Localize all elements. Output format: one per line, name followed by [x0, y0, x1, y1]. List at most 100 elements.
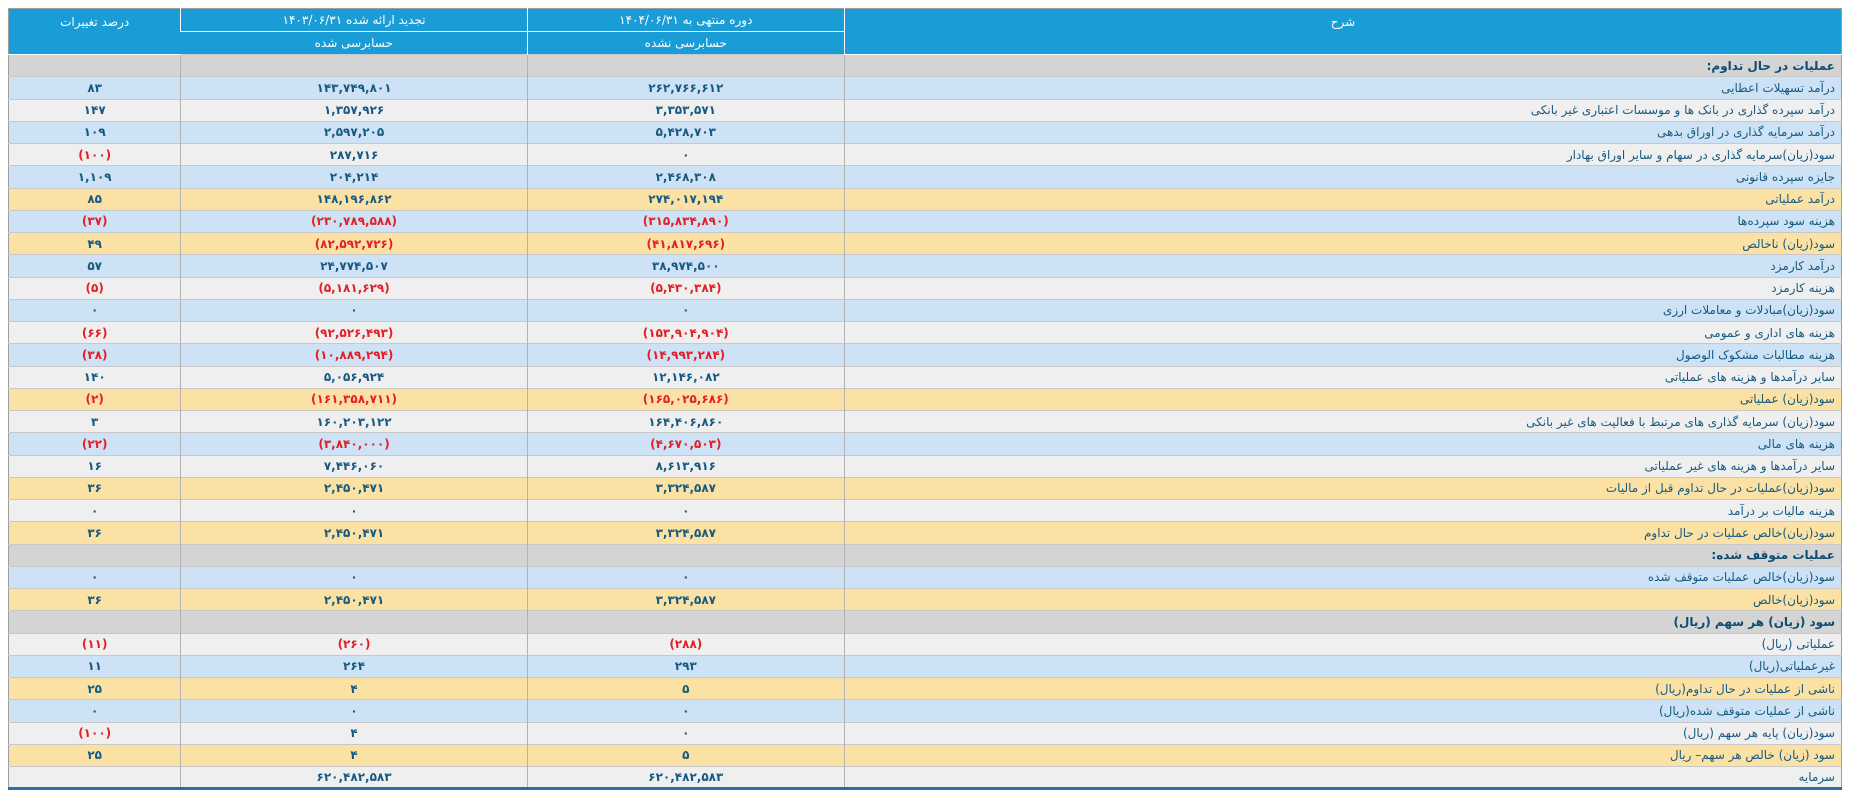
col-subheader-unaudited: حسابرسی نشده [526, 31, 845, 55]
value-current-period: ۰ [526, 565, 845, 589]
value-current-period: (۳۱۵,۸۳۴,۸۹۰) [526, 209, 845, 233]
header-row-audit-status: حسابرسی نشده حسابرسی شده [9, 31, 1842, 55]
value-current-period: ۳,۳۲۴,۵۸۷ [526, 587, 845, 611]
row-label: سرمایه [843, 765, 1842, 789]
value-change-pct: ۰ [8, 565, 181, 589]
value-restated: ۲۸۷,۷۱۶ [180, 142, 528, 166]
value-current-period: ۲۹۳ [526, 654, 845, 678]
value-current-period: ۳,۳۲۴,۵۸۷ [526, 521, 845, 544]
value-restated: ۴ [180, 721, 528, 745]
table-row: سود(زیان)خالص ۳,۳۲۴,۵۸۷ ۲,۴۵۰,۴۷۱ ۳۶ [8, 587, 1842, 611]
table-row: سایر درآمدها و هزینه های غیر عملیاتی ۸,۶۱… [8, 454, 1842, 478]
value-current-period: ۰ [526, 721, 845, 745]
value-current-period: (۱۵۳,۹۰۴,۹۰۴) [526, 320, 845, 344]
table-row: عملیاتی (ریال) (۲۸۸) (۲۶۰) (۱۱) [8, 632, 1842, 656]
value-restated: ۴ [180, 676, 528, 700]
row-label: هزینه مالیات بر درآمد [843, 498, 1842, 522]
section-row: عملیات در حال تداوم: [8, 53, 1842, 77]
value-restated: (۸۲,۵۹۲,۷۲۶) [180, 231, 528, 255]
value-restated: ۱۶۰,۲۰۳,۱۲۲ [180, 409, 528, 433]
row-label: عملیات در حال تداوم: [843, 53, 1842, 77]
value-current-period: (۴,۶۷۰,۵۰۳) [526, 432, 845, 455]
row-label: سود(زیان) پایه هر سهم (ریال) [843, 721, 1842, 745]
value-restated: ۲۶۴ [180, 654, 528, 678]
value-change-pct: (۶۶) [8, 320, 181, 344]
section-row: عملیات متوقف شده: [8, 543, 1842, 567]
value-restated: ۲۰۴,۲۱۴ [180, 165, 528, 188]
table-row: هزینه های مالی (۴,۶۷۰,۵۰۳) (۳,۸۴۰,۰۰۰) (۲۲) [8, 432, 1842, 455]
value-current-period: ۰ [526, 142, 845, 166]
table-row: سود (زیان) خالص هر سهم– ریال ۵ ۴ ۲۵ [8, 743, 1842, 767]
row-label: سود(زیان)عملیات در حال تداوم قبل از مالی… [843, 476, 1842, 500]
row-label: سود(زیان)سرمایه گذاری در سهام و سایر اور… [843, 142, 1842, 166]
value-restated: (۲۳۰,۷۸۹,۵۸۸) [180, 209, 528, 233]
table-row: هزینه های اداری و عمومی (۱۵۳,۹۰۴,۹۰۴) (۹۲,… [8, 320, 1842, 344]
value-restated: (۳,۸۴۰,۰۰۰) [180, 432, 528, 455]
value-current-period: ۶۲۰,۴۸۲,۵۸۳ [526, 765, 845, 789]
value-current-period: ۱۶۴,۴۰۶,۸۶۰ [526, 409, 845, 433]
value-current-period: ۰ [526, 498, 845, 522]
value-change-pct: ۱۴۷ [8, 98, 181, 122]
value-restated: ۵,۰۵۶,۹۲۴ [180, 365, 528, 389]
value-current-period: (۱۴,۹۹۳,۲۸۴) [526, 343, 845, 366]
value-change-pct: ۵۷ [8, 254, 181, 277]
table-row: غیرعملیاتی(ریال) ۲۹۳ ۲۶۴ ۱۱ [8, 654, 1842, 678]
row-label: درآمد کارمزد [843, 254, 1842, 277]
row-label: هزینه مطالبات مشکوک الوصول [843, 343, 1842, 366]
value-current-period [526, 543, 845, 567]
value-change-pct: ۳۶ [8, 476, 181, 500]
value-current-period: ۳,۳۵۳,۵۷۱ [526, 98, 845, 122]
col-header-current-period: دوره منتهی به ۱۴۰۴/۰۶/۳۱ [526, 8, 845, 32]
value-restated: ۲,۴۵۰,۴۷۱ [180, 521, 528, 544]
table-row: سود(زیان) سرمایه گذاری های مرتبط با فعال… [8, 409, 1842, 433]
row-label: عملیاتی (ریال) [843, 632, 1842, 656]
value-restated: ۰ [180, 699, 528, 722]
row-label: هزینه کارمزد [843, 276, 1842, 300]
table-header: شرح دوره منتهی به ۱۴۰۴/۰۶/۳۱ تجدید ارائه… [8, 8, 1842, 55]
value-change-pct: (۲۲) [8, 432, 181, 455]
value-change-pct: ۲۵ [8, 676, 181, 700]
income-statement-table: شرح دوره منتهی به ۱۴۰۴/۰۶/۳۱ تجدید ارائه… [8, 8, 1842, 791]
table-row: هزینه سود سپرده‌ها (۳۱۵,۸۳۴,۸۹۰) (۲۳۰,۷۸۹,… [8, 209, 1842, 233]
value-change-pct: ۱۰۹ [8, 120, 181, 144]
col-subheader-audited: حسابرسی شده [180, 31, 528, 55]
table-row: سود(زیان)خالص عملیات در حال تداوم ۳,۳۲۴,۵… [8, 521, 1842, 544]
value-current-period [526, 610, 845, 633]
value-current-period: (۵,۴۳۰,۳۸۴) [526, 276, 845, 300]
value-change-pct: (۱۱) [8, 632, 181, 656]
value-change-pct: ۰ [8, 298, 181, 322]
value-current-period: (۲۸۸) [526, 632, 845, 656]
value-restated: ۰ [180, 498, 528, 522]
row-label: سود(زیان)خالص [843, 587, 1842, 611]
value-current-period: ۰ [526, 699, 845, 722]
table-row: درآمد تسهیلات اعطایی ۲۶۲,۷۶۶,۶۱۲ ۱۴۳,۷۴۹,۸… [8, 76, 1842, 99]
value-restated: ۰ [180, 565, 528, 589]
value-change-pct: ۳۶ [8, 587, 181, 611]
table-row: درآمد سپرده گذاری در بانک ها و موسسات اع… [8, 98, 1842, 122]
value-change-pct: ۱۶ [8, 454, 181, 478]
row-label: سود (زیان) هر سهم (ریال) [843, 610, 1842, 633]
row-label: ناشی از عملیات متوقف شده(ریال) [843, 699, 1842, 722]
value-current-period: ۳۸,۹۷۴,۵۰۰ [526, 254, 845, 277]
value-change-pct: (۱۰۰) [8, 142, 181, 166]
table-row: هزینه کارمزد (۵,۴۳۰,۳۸۴) (۵,۱۸۱,۶۲۹) (۵) [8, 276, 1842, 300]
value-change-pct: ۰ [8, 699, 181, 722]
table-row: سود(زیان)سرمایه گذاری در سهام و سایر اور… [8, 142, 1842, 166]
value-restated: ۲۴,۷۷۴,۵۰۷ [180, 254, 528, 277]
value-change-pct: ۸۵ [8, 187, 181, 211]
value-change-pct [8, 765, 181, 789]
row-label: سایر درآمدها و هزینه های عملیاتی [843, 365, 1842, 389]
value-change-pct: ۲۵ [8, 743, 181, 767]
row-label: سود(زیان)مبادلات و معاملات ارزی [843, 298, 1842, 322]
value-current-period: (۱۶۵,۰۲۵,۶۸۶) [526, 387, 845, 411]
value-change-pct: (۵) [8, 276, 181, 300]
value-restated: ۲,۵۹۷,۲۰۵ [180, 120, 528, 144]
table-row: هزینه مالیات بر درآمد ۰ ۰ ۰ [8, 498, 1842, 522]
table-row: درآمد کارمزد ۳۸,۹۷۴,۵۰۰ ۲۴,۷۷۴,۵۰۷ ۵۷ [8, 254, 1842, 277]
value-current-period: ۳,۳۲۴,۵۸۷ [526, 476, 845, 500]
value-change-pct: ۴۹ [8, 231, 181, 255]
value-change-pct: ۱۴۰ [8, 365, 181, 389]
table-row: سود(زیان)عملیات در حال تداوم قبل از مالی… [8, 476, 1842, 500]
value-change-pct: ۸۳ [8, 76, 181, 99]
value-restated: ۰ [180, 298, 528, 322]
